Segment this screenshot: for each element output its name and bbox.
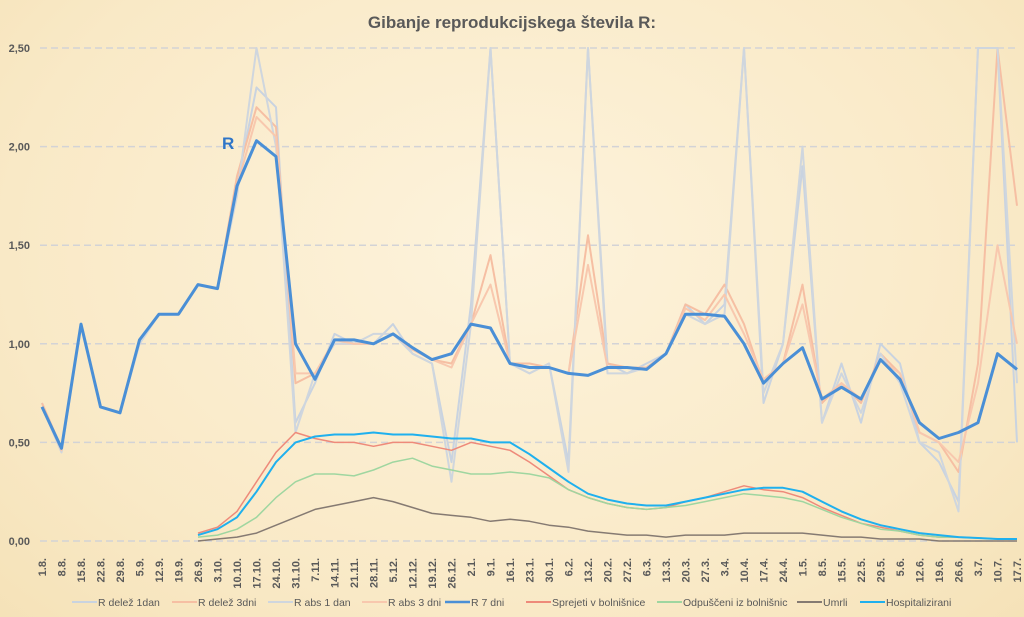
x-tick-label: 7.11. (310, 558, 322, 582)
y-tick-label: 1,50 (9, 240, 30, 252)
x-tick-label: 5.12. (388, 558, 400, 582)
x-tick-label: 8.8. (57, 558, 69, 576)
x-tick-label: 12.9. (154, 558, 166, 582)
x-tick-label: 29.8. (115, 558, 127, 582)
legend-label: R abs 1 dan (294, 597, 351, 609)
x-tick-label: 23.1. (525, 558, 537, 582)
x-tick-label: 31.10. (291, 558, 303, 589)
series-line-r-7-dni (40, 139, 1018, 450)
x-tick-label: 20.2. (603, 558, 615, 582)
x-tick-label: 1.8. (37, 558, 49, 576)
x-tick-label: 26.9. (193, 558, 205, 582)
x-tick-label: 28.11. (369, 558, 381, 588)
x-tick-label: 20.3. (681, 558, 693, 582)
y-axis-ticks: 0,00 0,50 1,00 1,50 2,00 2,50 (9, 43, 30, 548)
x-tick-label: 27.2. (622, 558, 634, 582)
x-tick-label: 30.1. (544, 558, 556, 582)
y-tick-label: 2,00 (9, 142, 30, 154)
x-tick-label: 26.12. (447, 558, 459, 589)
x-tick-label: 6.3. (642, 558, 654, 576)
x-tick-label: 2.1. (466, 558, 478, 576)
x-tick-label: 26.6. (954, 558, 966, 582)
series-line-umrli (197, 496, 1017, 542)
x-tick-label: 22.5. (856, 558, 868, 582)
legend-label: R 7 dni (471, 597, 504, 609)
x-tick-label: 22.8. (96, 558, 108, 582)
x-tick-label: 15.8. (76, 558, 88, 582)
x-tick-label: 12.6. (915, 558, 927, 582)
x-tick-label: 10.7. (993, 558, 1005, 582)
legend-label: Hospitalizirani (886, 597, 951, 609)
series-line-r-dele-1dan (41, 47, 1018, 503)
x-tick-label: 16.1. (505, 558, 517, 582)
x-tick-label: 3.7. (973, 558, 985, 576)
x-tick-label: 17.10. (252, 558, 264, 589)
x-tick-label: 13.3. (661, 558, 673, 582)
legend-label: R delež 3dni (198, 597, 256, 609)
x-tick-label: 10.4. (739, 558, 751, 582)
y-tick-label: 0,00 (9, 536, 30, 548)
x-tick-label: 24.10. (271, 558, 283, 589)
x-tick-label: 19.12. (427, 558, 439, 589)
x-tick-label: 14.11. (330, 558, 342, 588)
legend: R delež 1dan R delež 3dni R abs 1 dan R abs… (72, 597, 951, 609)
x-tick-label: 3.4. (720, 558, 732, 576)
x-tick-label: 9.1. (486, 558, 498, 576)
x-tick-label: 17.4. (759, 558, 771, 582)
x-tick-label: 3.10. (213, 558, 225, 582)
chart-title: Gibanje reprodukcijskega števila R: (368, 13, 656, 32)
x-tick-label: 5.6. (895, 558, 907, 576)
x-tick-label: 6.2. (564, 558, 576, 576)
y-tick-label: 1,00 (9, 339, 30, 351)
series-lines (40, 47, 1018, 542)
series-line-r-abs-3-dni (41, 116, 1018, 464)
x-tick-label: 27.3. (700, 558, 712, 582)
legend-label: Odpuščeni iz bolnišnic (683, 597, 787, 609)
x-tick-label: 1.5. (798, 558, 810, 576)
y-tick-label: 0,50 (9, 437, 30, 449)
x-tick-label: 5.9. (135, 558, 147, 576)
x-axis-ticks: 1.8. 8.8. 15.8. 22.8. 29.8. 5.9. 12.9. 19.9. 26.… (37, 558, 1024, 589)
x-tick-label: 13.2. (583, 558, 595, 582)
x-tick-label: 29.5. (876, 558, 888, 582)
legend-label: R delež 1dan (98, 597, 160, 609)
series-line-sprejeti-v-bolni-nice (197, 431, 1017, 540)
legend-label: Umrli (823, 597, 848, 609)
series-line-r-dele-3dni (41, 47, 1018, 473)
x-tick-label: 19.9. (174, 558, 186, 582)
x-tick-label: 12.12. (408, 558, 420, 589)
x-tick-label: 19.6. (934, 558, 946, 582)
legend-label: R abs 3 dni (388, 597, 441, 609)
gridlines (40, 47, 1016, 542)
series-line-odpu-eni-iz-bolni-nic (197, 457, 1017, 540)
x-tick-label: 15.5. (837, 558, 849, 582)
x-tick-label: 10.10. (232, 558, 244, 589)
x-tick-label: 17.7. (1012, 558, 1024, 582)
y-tick-label: 2,50 (9, 43, 30, 55)
series-line-hospitalizirani (197, 431, 1017, 540)
r-annotation: R (222, 134, 234, 153)
x-tick-label: 8.5. (817, 558, 829, 576)
legend-label: Sprejeti v bolnišnice (552, 597, 646, 609)
x-tick-label: 24.4. (778, 558, 790, 582)
x-tick-label: 21.11. (349, 558, 361, 588)
